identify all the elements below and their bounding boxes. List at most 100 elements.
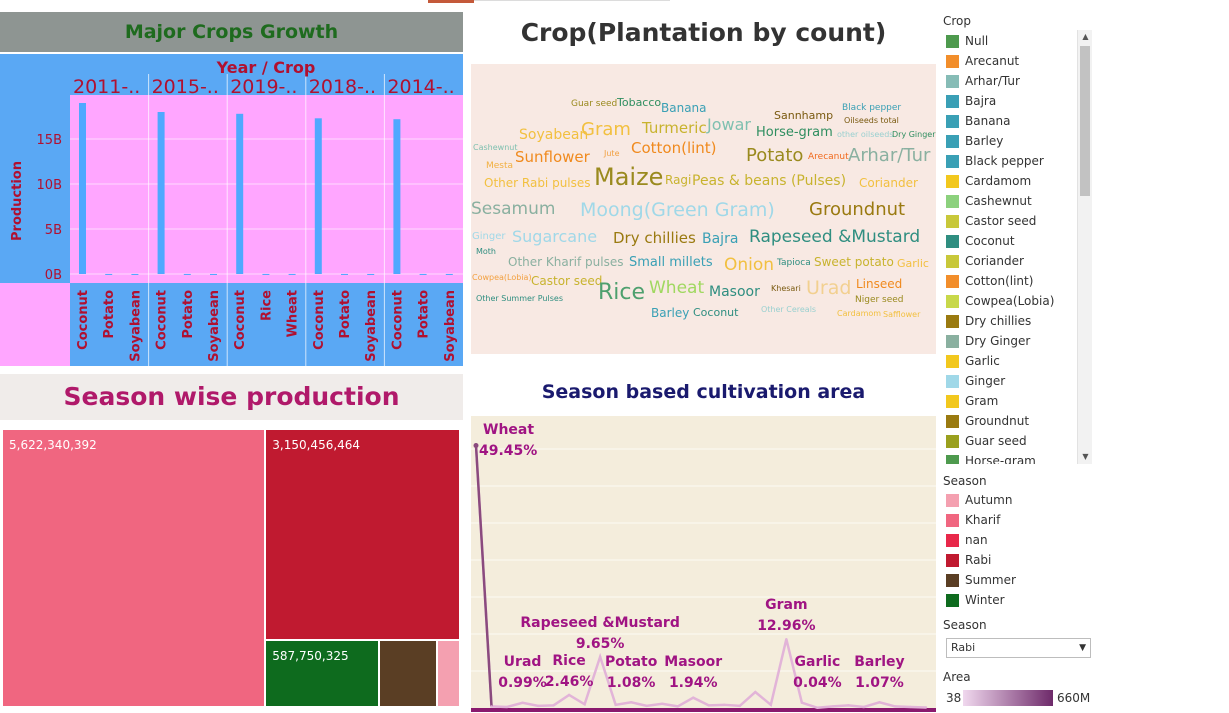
crop-legend-item[interactable]: Banana [946, 113, 1011, 129]
crop-legend-item[interactable]: Coriander [946, 253, 1024, 269]
wordcloud-word[interactable]: Other Cereals [761, 305, 817, 314]
mc-bar[interactable] [210, 273, 217, 275]
season-legend-item[interactable]: Summer [946, 572, 1016, 588]
crop-legend-item[interactable]: Cowpea(Lobia) [946, 293, 1054, 309]
mc-bar[interactable] [288, 273, 296, 275]
wordcloud-word[interactable]: Onion [724, 255, 775, 275]
wordcloud-word[interactable]: Rapeseed &Mustard [749, 227, 921, 247]
crop-legend-item[interactable]: Garlic [946, 353, 1000, 369]
wordcloud-word[interactable]: Jute [604, 149, 620, 158]
wordcloud-word[interactable]: Oilseeds total [844, 116, 899, 125]
treemap-cell-summer[interactable] [379, 640, 436, 706]
treemap-cell-autumn[interactable] [437, 640, 459, 706]
crop-legend-item[interactable]: Cashewnut [946, 193, 1032, 209]
mc-bar[interactable] [341, 273, 348, 275]
season-legend-item[interactable]: Kharif [946, 512, 1000, 528]
crop-legend-item[interactable]: Arecanut [946, 53, 1019, 69]
lc-point[interactable] [583, 703, 586, 706]
wordcloud-word[interactable]: Moth [476, 247, 497, 256]
mc-bar[interactable] [262, 273, 270, 275]
lc-point[interactable] [924, 706, 928, 709]
wordcloud-word[interactable]: Arecanut [808, 152, 849, 162]
lc-point[interactable] [785, 638, 788, 641]
wordcloud-word[interactable]: Barley [651, 306, 690, 320]
wordcloud-word[interactable]: Castor seed [531, 274, 603, 288]
season-filter-dropdown[interactable]: Rabi ▼ [946, 638, 1091, 658]
lc-point[interactable] [490, 705, 493, 708]
lc-point[interactable] [473, 443, 479, 449]
wordcloud-word[interactable]: Sunflower [515, 148, 590, 166]
wordcloud-word[interactable]: Sweet potato [814, 255, 894, 269]
wordcloud-word[interactable]: Horse-gram [756, 125, 833, 140]
lc-point[interactable] [521, 701, 524, 704]
mc-bar[interactable] [236, 113, 244, 274]
crop-legend-item[interactable]: Arhar/Tur [946, 73, 1020, 89]
wordcloud-word[interactable]: Peas & beans (Pulses) [692, 173, 847, 189]
wordcloud-word[interactable]: Wheat [649, 278, 705, 298]
wordcloud-word[interactable]: Tapioca [777, 258, 811, 268]
season-legend-item[interactable]: Autumn [946, 492, 1012, 508]
wordcloud-word[interactable]: Cashewnut [473, 143, 518, 152]
wordcloud-word[interactable]: Other Rabi pulses [484, 176, 591, 190]
crop-legend-item[interactable]: Cotton(lint) [946, 273, 1033, 289]
wordcloud-word[interactable]: Soyabean [519, 127, 589, 143]
wordcloud-word[interactable]: Linseed [856, 277, 903, 291]
scroll-up-icon[interactable]: ▲ [1082, 32, 1089, 41]
lc-point[interactable] [598, 655, 602, 658]
lc-point[interactable] [707, 704, 710, 707]
wordcloud-word[interactable]: Urad [806, 277, 852, 299]
wordcloud-word[interactable]: Groundnut [809, 199, 906, 220]
wordcloud-word[interactable]: Ragi [665, 173, 692, 187]
lc-point[interactable] [862, 705, 866, 709]
lc-point[interactable] [723, 703, 726, 707]
wordcloud-word[interactable]: Jowar [707, 115, 751, 134]
season-legend-item[interactable]: Rabi [946, 552, 991, 568]
wordcloud-word[interactable]: Moong(Green Gram) [580, 199, 775, 221]
lc-point[interactable] [645, 704, 648, 708]
lc-point[interactable] [552, 704, 555, 707]
wordcloud-word[interactable]: Cowpea(Lobia) [472, 273, 532, 282]
wordcloud-word[interactable]: Coconut [693, 306, 739, 319]
crop-legend-item[interactable]: Castor seed [946, 213, 1036, 229]
wordcloud-word[interactable]: Sesamum [471, 199, 556, 219]
wordcloud-word[interactable]: Turmeric [642, 119, 707, 137]
mc-bar[interactable] [79, 103, 86, 274]
mc-bar[interactable] [367, 273, 375, 275]
wordcloud-word[interactable]: Other Summer Pulses [476, 294, 563, 303]
wordcloud-word[interactable]: Ginger [472, 231, 506, 242]
treemap-cell-rabi[interactable]: 3,150,456,464 [266, 430, 459, 639]
mc-bar[interactable] [419, 273, 427, 275]
treemap-cell-winter[interactable]: 587,750,325 [266, 640, 378, 706]
crop-legend[interactable]: Crop Null Arecanut Arhar/Tur Bajra Banana Bar… [940, 12, 1093, 464]
wordcloud-word[interactable]: Gram [581, 119, 631, 140]
wordcloud-word[interactable]: Guar seed [571, 99, 618, 109]
crop-legend-item[interactable]: Barley [946, 133, 1003, 149]
crop-legend-item[interactable]: Ginger [946, 373, 1005, 389]
wordcloud-word[interactable]: Sannhamp [774, 109, 834, 122]
scroll-down-icon[interactable]: ▼ [1082, 452, 1089, 461]
wordcloud-word[interactable]: Potato [746, 145, 804, 166]
mc-bar[interactable] [131, 273, 139, 275]
mc-bar[interactable] [445, 273, 453, 275]
wordcloud-word[interactable]: Banana [661, 101, 707, 115]
wordcloud-word[interactable]: Mesta [486, 161, 514, 171]
wordcloud-word[interactable]: Dry chillies [613, 229, 696, 247]
wordcloud-word[interactable]: Bajra [702, 231, 739, 247]
wordcloud-word[interactable]: Rice [598, 280, 646, 305]
lc-point[interactable] [567, 693, 571, 697]
wordcloud-word[interactable]: Dry Ginger [892, 130, 936, 139]
lc-point[interactable] [754, 690, 757, 694]
wordcloud-word[interactable]: Other Kharif pulses [508, 255, 624, 269]
crop-legend-item[interactable]: Groundnut [946, 413, 1029, 429]
crop-legend-item[interactable]: Bajra [946, 93, 996, 109]
wordcloud-word[interactable]: Maize [594, 163, 664, 191]
lc-point[interactable] [831, 705, 835, 708]
crop-legend-item[interactable]: Dry Ginger [946, 333, 1030, 349]
wordcloud-word[interactable]: Arhar/Tur [848, 145, 931, 166]
season-legend-item[interactable]: nan [946, 532, 988, 548]
wordcloud-word[interactable]: Black pepper [842, 103, 902, 113]
wordcloud-word[interactable]: Garlic [897, 257, 929, 270]
season-legend-item[interactable]: Winter [946, 592, 1005, 608]
lc-point[interactable] [847, 704, 850, 707]
lc-point[interactable] [676, 705, 679, 708]
